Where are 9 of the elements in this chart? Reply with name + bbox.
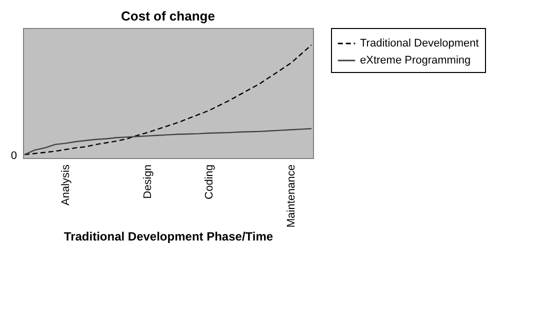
x-tick-label: Design [142, 164, 154, 199]
x-tick-label: Analysis [60, 164, 72, 206]
legend-label: Traditional Development [360, 38, 479, 50]
x-tick-label: Maintenance [285, 164, 298, 228]
text: 0 [10, 150, 17, 162]
chart-title: Cost of change [121, 8, 215, 24]
x-tick-label: Coding [203, 164, 216, 200]
x-axis-title: Traditional Development Phase/Time [64, 229, 274, 244]
legend-label: eXtreme Programming [360, 54, 471, 66]
